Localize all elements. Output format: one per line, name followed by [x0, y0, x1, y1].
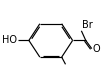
Text: HO: HO: [2, 35, 17, 45]
Text: O: O: [92, 44, 100, 54]
Text: Br: Br: [82, 20, 92, 30]
